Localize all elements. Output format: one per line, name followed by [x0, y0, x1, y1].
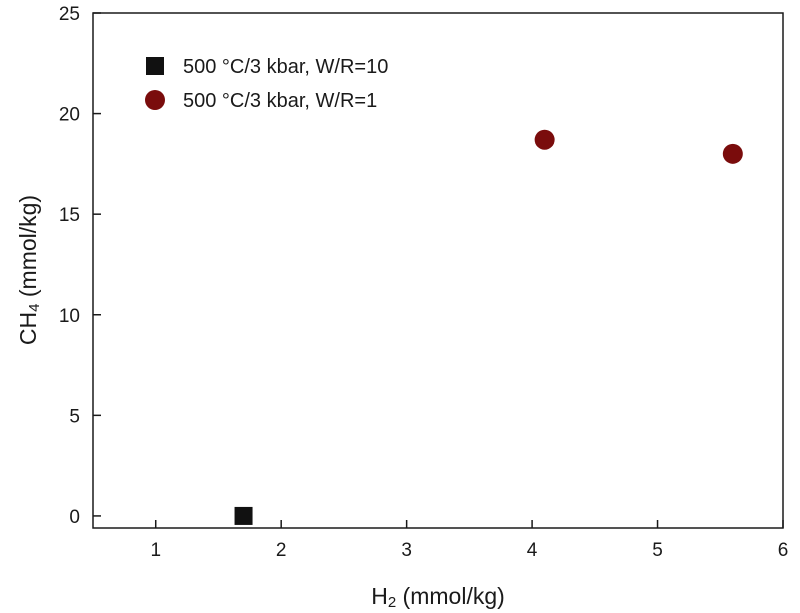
x-tick-label: 4: [527, 540, 538, 561]
x-tick-label: 6: [778, 540, 789, 561]
data-points: [234, 129, 743, 525]
x-tick-label: 1: [150, 540, 161, 561]
data-point-square: [234, 506, 253, 525]
legend-marker-square: [146, 57, 164, 75]
x-tick-label: 5: [652, 540, 663, 561]
x-axis-title: H2 (mmol/kg): [371, 583, 505, 611]
y-tick-label: 0: [69, 507, 80, 528]
y-axis: 0 5 10 15 20 25: [59, 4, 101, 528]
y-tick-label: 10: [59, 306, 80, 327]
y-tick-label: 5: [69, 406, 80, 427]
data-point-circle: [722, 143, 743, 164]
x-tick-label: 3: [401, 540, 412, 561]
plot-frame: [92, 12, 784, 529]
y-tick-label: 25: [59, 4, 80, 25]
legend-label: 500 °C/3 kbar, W/R=10: [183, 56, 388, 78]
y-tick-label: 15: [59, 205, 80, 226]
legend: 500 °C/3 kbar, W/R=10 500 °C/3 kbar, W/R=…: [145, 56, 388, 112]
data-point-circle: [534, 129, 555, 150]
legend-label: 500 °C/3 kbar, W/R=1: [183, 90, 377, 112]
y-axis-title: CH4 (mmol/kg): [15, 195, 43, 345]
x-axis: 1 2 3 4 5 6: [150, 520, 788, 561]
y-tick-label: 20: [59, 105, 80, 126]
legend-marker-circle: [145, 90, 165, 110]
x-tick-label: 2: [276, 540, 287, 561]
